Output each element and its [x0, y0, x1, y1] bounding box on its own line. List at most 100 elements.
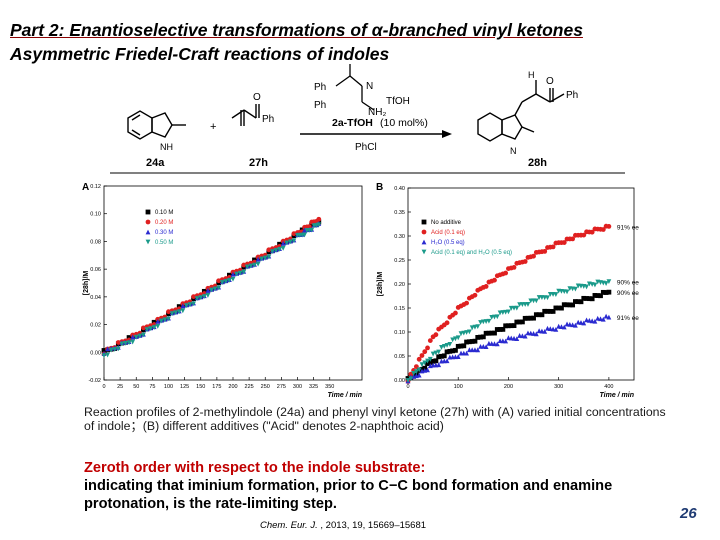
- data-point: [533, 331, 539, 337]
- data-point: [141, 332, 146, 338]
- data-point: [461, 343, 467, 349]
- ketone-ph-label: Ph: [262, 114, 274, 125]
- data-point: [522, 259, 528, 264]
- data-point: [439, 353, 444, 359]
- reaction-scheme: NH 24a + O Ph 27h Ph Ph N TfOH NH₂ 2a-Tf…: [110, 64, 625, 174]
- data-point: [191, 301, 196, 307]
- data-point: [503, 270, 509, 276]
- legend-marker: [421, 229, 427, 235]
- data-point: [266, 254, 272, 260]
- data-point: [464, 300, 469, 306]
- data-point: [539, 312, 545, 318]
- data-point: [144, 327, 150, 333]
- data-point: [287, 239, 293, 245]
- data-point: [573, 286, 578, 292]
- data-point: [441, 353, 447, 359]
- data-point: [444, 343, 450, 348]
- data-point: [589, 318, 595, 324]
- x-tick-label: 175: [212, 384, 221, 390]
- data-point: [151, 325, 157, 330]
- reaction-arrowhead: [442, 130, 452, 138]
- data-point: [598, 293, 603, 299]
- data-point: [425, 367, 430, 373]
- data-point: [115, 340, 121, 345]
- data-point: [101, 353, 107, 359]
- data-point: [405, 378, 411, 383]
- data-point: [561, 240, 567, 245]
- data-point: [444, 358, 450, 364]
- series-3: [405, 279, 612, 383]
- data-point: [273, 248, 279, 253]
- data-point: [105, 346, 110, 352]
- legend-marker: [145, 209, 151, 215]
- data-point: [201, 294, 207, 299]
- catalyst-ph-label-2: Ph: [314, 100, 326, 111]
- data-point: [500, 326, 506, 332]
- data-point: [595, 315, 601, 321]
- data-point: [458, 343, 464, 349]
- data-point: [533, 312, 539, 318]
- data-point: [466, 339, 472, 345]
- data-point: [522, 333, 528, 339]
- data-point: [561, 324, 567, 330]
- x-tick-label: 0: [102, 384, 105, 390]
- data-point: [173, 310, 179, 316]
- product-oxygen-label: O: [546, 76, 554, 87]
- solvent-label: PhCl: [355, 142, 377, 153]
- data-point: [542, 329, 548, 334]
- data-point: [550, 244, 556, 250]
- chart-a: A -0.02 0.00 0.02 0.04 0.06 0.08 0.10 0.12 0 25 50 7…: [78, 180, 368, 402]
- data-point: [522, 315, 528, 321]
- data-point: [486, 318, 492, 324]
- y-tick-label: 0.10: [90, 212, 101, 218]
- y-tick-label: 0.08: [90, 239, 101, 245]
- series-annotation: 90% ee: [617, 280, 639, 287]
- legend-label: 0.10 M: [155, 210, 173, 216]
- data-point: [492, 330, 497, 336]
- data-point: [126, 340, 132, 346]
- data-point: [581, 232, 587, 238]
- data-point: [517, 319, 523, 325]
- data-point: [531, 315, 536, 321]
- data-point: [433, 350, 439, 356]
- data-point: [447, 341, 453, 347]
- data-point: [550, 309, 556, 314]
- y-tick-label: -0.02: [88, 378, 101, 384]
- conclusion-text: Zeroth order with respect to the indole …: [84, 459, 684, 513]
- x-tick-label: 325: [309, 384, 318, 390]
- data-point: [606, 279, 612, 284]
- conclusion-line1: Zeroth order with respect to the indole …: [84, 460, 426, 476]
- data-point: [408, 376, 414, 382]
- data-point: [483, 344, 489, 349]
- y-tick-label: 0.12: [90, 184, 101, 190]
- data-point: [408, 371, 414, 377]
- data-point: [600, 289, 606, 295]
- data-point: [542, 308, 548, 314]
- page-number: 26: [680, 505, 697, 522]
- y-tick-label: 0.25: [394, 258, 405, 264]
- x-tick-label: 100: [164, 384, 173, 390]
- y-tick-label: 0.06: [90, 267, 101, 273]
- data-point: [205, 293, 211, 298]
- data-point: [570, 302, 576, 308]
- data-point: [302, 232, 307, 238]
- data-point: [598, 316, 603, 322]
- data-point: [592, 282, 598, 288]
- data-point: [413, 369, 419, 375]
- data-point: [316, 222, 322, 228]
- data-point: [422, 349, 428, 355]
- data-point: [425, 345, 430, 351]
- y-tick-label: 0.15: [394, 306, 405, 312]
- data-point: [589, 296, 595, 302]
- data-point: [227, 277, 232, 283]
- data-point: [436, 349, 442, 355]
- x-tick-label: 350: [325, 384, 334, 390]
- legend-marker: [421, 249, 427, 255]
- data-point: [528, 315, 534, 321]
- data-point: [444, 320, 450, 326]
- data-point: [137, 333, 143, 339]
- data-point: [592, 293, 598, 298]
- data-point: [553, 292, 559, 297]
- data-point: [176, 309, 182, 315]
- data-point: [559, 305, 564, 311]
